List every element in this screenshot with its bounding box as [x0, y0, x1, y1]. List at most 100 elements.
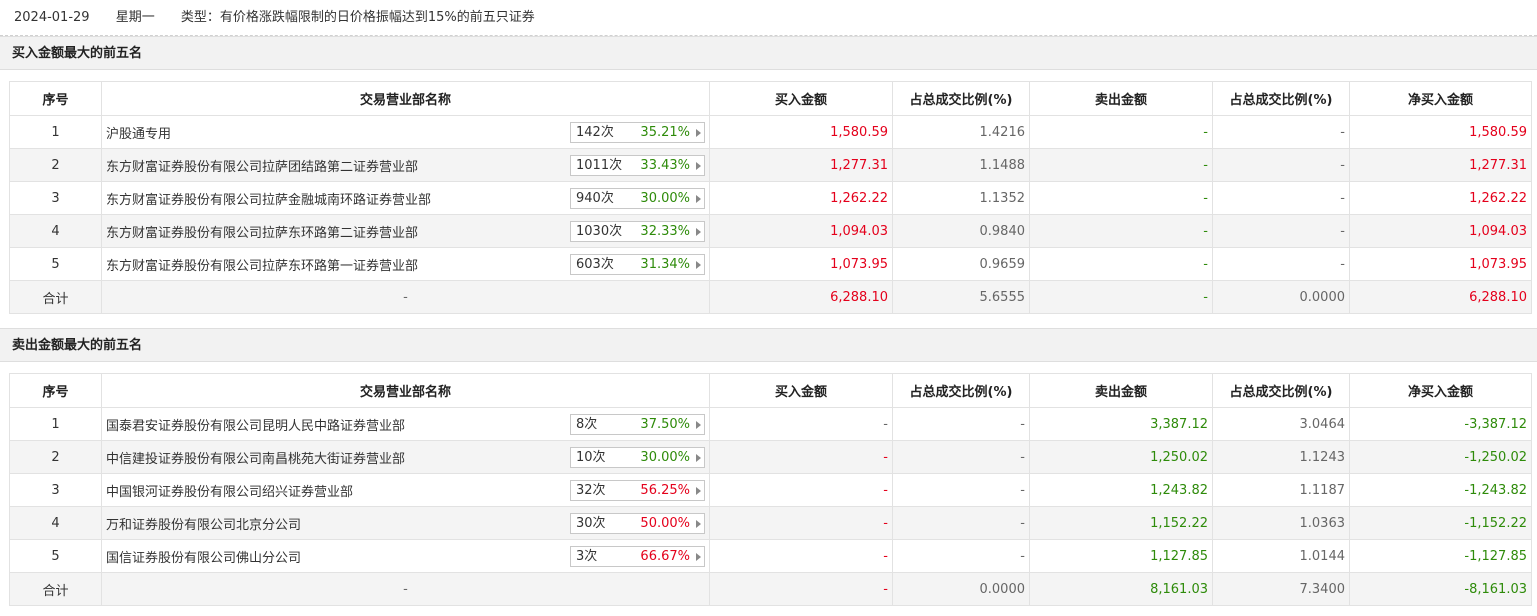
- col-header-net: 净买入金额: [1349, 81, 1532, 116]
- total-net: -8,161.03: [1349, 572, 1532, 606]
- caret-right-icon: [696, 454, 701, 462]
- table-row: 3 东方财富证券股份有限公司拉萨金融城南环路证券营业部 940次 30.00% 1,26…: [9, 181, 1532, 215]
- buy-ratio: 0.9840: [892, 214, 1030, 248]
- sell-section-title: 卖出金额最大的前五名: [0, 328, 1537, 362]
- trade-date: 2024-01-29: [14, 10, 90, 25]
- broker-stats-button[interactable]: 8次 37.50%: [570, 414, 705, 435]
- broker-stats-button[interactable]: 940次 30.00%: [570, 188, 705, 209]
- row-index: 4: [9, 214, 102, 248]
- total-net: 6,288.10: [1349, 280, 1532, 314]
- buy-ratio: -: [892, 407, 1030, 441]
- broker-stats-button[interactable]: 1011次 33.43%: [570, 155, 705, 176]
- broker-cell: 东方财富证券股份有限公司拉萨东环路第二证券营业部 1030次 32.33%: [101, 214, 710, 248]
- buy-ratio: -: [892, 539, 1030, 573]
- sell-amount: -: [1029, 247, 1213, 281]
- buy-ratio: -: [892, 473, 1030, 507]
- col-header-index: 序号: [9, 81, 102, 116]
- buy-table: 序号 交易营业部名称 买入金额 占总成交比例(%) 卖出金额 占总成交比例(%)…: [9, 81, 1532, 314]
- col-header-name: 交易营业部名称: [101, 81, 710, 116]
- broker-name[interactable]: 国信证券股份有限公司佛山分公司: [106, 550, 302, 566]
- sell-ratio: -: [1212, 148, 1350, 182]
- broker-name[interactable]: 国泰君安证券股份有限公司昆明人民中路证券营业部: [106, 418, 406, 434]
- sell-amount: -: [1029, 181, 1213, 215]
- broker-cell: 沪股通专用 142次 35.21%: [101, 115, 710, 149]
- broker-name[interactable]: 东方财富证券股份有限公司拉萨金融城南环路证券营业部: [106, 192, 432, 208]
- broker-cell: 中信建投证券股份有限公司南昌桃苑大街证券营业部 10次 30.00%: [101, 440, 710, 474]
- row-index: 2: [9, 148, 102, 182]
- win-rate: 66.67%: [640, 549, 690, 564]
- header-bar: 2024-01-29 星期一 类型：有价格涨跌幅限制的日价格振幅达到15%的前五…: [0, 0, 1537, 36]
- sell-ratio: 1.1243: [1212, 440, 1350, 474]
- broker-stats-button[interactable]: 30次 50.00%: [570, 513, 705, 534]
- total-name: -: [101, 572, 710, 606]
- win-rate: 30.00%: [640, 450, 690, 465]
- broker-name[interactable]: 中信建投证券股份有限公司南昌桃苑大街证券营业部: [106, 451, 406, 467]
- broker-name[interactable]: 东方财富证券股份有限公司拉萨东环路第二证券营业部: [106, 225, 419, 241]
- broker-name[interactable]: 中国银河证券股份有限公司绍兴证券营业部: [106, 484, 354, 500]
- sell-ratio: -: [1212, 214, 1350, 248]
- buy-ratio: 1.4216: [892, 115, 1030, 149]
- win-rate: 33.43%: [640, 158, 690, 173]
- table-row: 3 中国银河证券股份有限公司绍兴证券营业部 32次 56.25% - -1,243.82 1…: [9, 473, 1532, 507]
- net-amount: -1,127.85: [1349, 539, 1532, 573]
- sell-amount: -: [1029, 214, 1213, 248]
- buy-amount: 1,262.22: [709, 181, 893, 215]
- net-amount: -1,250.02: [1349, 440, 1532, 474]
- caret-right-icon: [696, 421, 701, 429]
- caret-right-icon: [696, 553, 701, 561]
- buy-ratio: -: [892, 506, 1030, 540]
- net-amount: 1,262.22: [1349, 181, 1532, 215]
- buy-amount: 1,580.59: [709, 115, 893, 149]
- net-amount: 1,094.03: [1349, 214, 1532, 248]
- buy-section-title: 买入金额最大的前五名: [0, 36, 1537, 70]
- col-header-index: 序号: [9, 373, 102, 408]
- sell-ratio: -: [1212, 181, 1350, 215]
- table-row: 2 中信建投证券股份有限公司南昌桃苑大街证券营业部 10次 30.00% - -1,250…: [9, 440, 1532, 474]
- col-header-buy-ratio: 占总成交比例(%): [892, 81, 1030, 116]
- buy-ratio: 0.9659: [892, 247, 1030, 281]
- broker-stats-button[interactable]: 32次 56.25%: [570, 480, 705, 501]
- row-index: 5: [9, 539, 102, 573]
- total-sell: -: [1029, 280, 1213, 314]
- caret-right-icon: [696, 520, 701, 528]
- broker-name[interactable]: 万和证券股份有限公司北京分公司: [106, 517, 302, 533]
- broker-stats-button[interactable]: 3次 66.67%: [570, 546, 705, 567]
- listing-count: 940次: [576, 191, 614, 206]
- table-row: 4 万和证券股份有限公司北京分公司 30次 50.00% - -1,152.22 1.036…: [9, 506, 1532, 540]
- row-index: 4: [9, 506, 102, 540]
- row-index: 3: [9, 181, 102, 215]
- sell-ratio: 1.0363: [1212, 506, 1350, 540]
- row-index: 3: [9, 473, 102, 507]
- broker-name[interactable]: 东方财富证券股份有限公司拉萨东环路第一证券营业部: [106, 258, 419, 274]
- broker-cell: 国信证券股份有限公司佛山分公司 3次 66.67%: [101, 539, 710, 573]
- buy-amount: -: [709, 473, 893, 507]
- broker-stats-button[interactable]: 603次 31.34%: [570, 254, 705, 275]
- table-row: 2 东方财富证券股份有限公司拉萨团结路第二证券营业部 1011次 33.43% 1,27…: [9, 148, 1532, 182]
- broker-cell: 东方财富证券股份有限公司拉萨金融城南环路证券营业部 940次 30.00%: [101, 181, 710, 215]
- total-label: 合计: [9, 572, 102, 606]
- broker-stats-button[interactable]: 10次 30.00%: [570, 447, 705, 468]
- broker-name[interactable]: 沪股通专用: [106, 126, 172, 142]
- broker-stats-button[interactable]: 1030次 32.33%: [570, 221, 705, 242]
- net-amount: 1,277.31: [1349, 148, 1532, 182]
- table-row: 5 国信证券股份有限公司佛山分公司 3次 66.67% - -1,127.85 1.0144…: [9, 539, 1532, 573]
- broker-name[interactable]: 东方财富证券股份有限公司拉萨团结路第二证券营业部: [106, 159, 419, 175]
- buy-amount: -: [709, 506, 893, 540]
- broker-cell: 国泰君安证券股份有限公司昆明人民中路证券营业部 8次 37.50%: [101, 407, 710, 441]
- win-rate: 56.25%: [640, 483, 690, 498]
- total-name: -: [101, 280, 710, 314]
- col-header-name: 交易营业部名称: [101, 373, 710, 408]
- buy-ratio: -: [892, 440, 1030, 474]
- col-header-sell-ratio: 占总成交比例(%): [1212, 81, 1350, 116]
- broker-cell: 东方财富证券股份有限公司拉萨团结路第二证券营业部 1011次 33.43%: [101, 148, 710, 182]
- table-row: 1 国泰君安证券股份有限公司昆明人民中路证券营业部 8次 37.50% - -3,387.…: [9, 407, 1532, 441]
- win-rate: 50.00%: [640, 516, 690, 531]
- broker-stats-button[interactable]: 142次 35.21%: [570, 122, 705, 143]
- caret-right-icon: [696, 261, 701, 269]
- buy-amount: 1,073.95: [709, 247, 893, 281]
- table-row: 5 东方财富证券股份有限公司拉萨东环路第一证券营业部 603次 31.34% 1,073…: [9, 247, 1532, 281]
- listing-count: 30次: [576, 516, 606, 531]
- caret-right-icon: [696, 162, 701, 170]
- sell-table: 序号 交易营业部名称 买入金额 占总成交比例(%) 卖出金额 占总成交比例(%)…: [9, 373, 1532, 606]
- table-header-row: 序号 交易营业部名称 买入金额 占总成交比例(%) 卖出金额 占总成交比例(%)…: [9, 373, 1532, 408]
